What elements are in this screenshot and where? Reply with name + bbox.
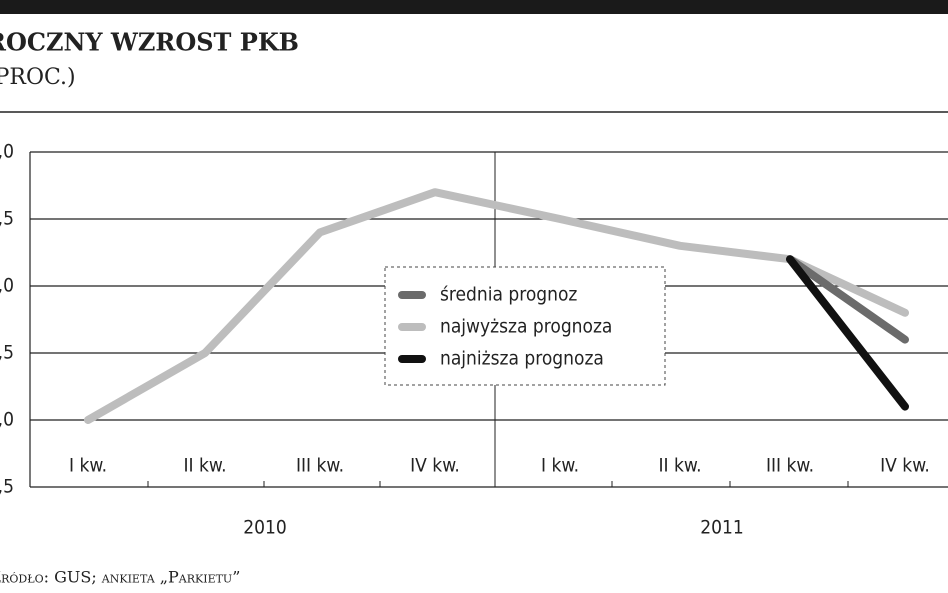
- chart-title: ROCZNY WZROST PKB: [0, 28, 299, 57]
- x-tick-label: III kw.: [766, 455, 814, 477]
- legend-label: najwyższa prognoza: [440, 316, 612, 338]
- series-line: [786, 255, 909, 344]
- legend-label: średnia prognoz: [440, 284, 577, 306]
- series-line: [786, 255, 909, 411]
- y-tick-label: 2,5: [0, 476, 14, 498]
- y-tick-label: 4,0: [0, 275, 14, 297]
- x-tick-label: II kw.: [183, 455, 226, 477]
- series-line: [84, 188, 909, 424]
- x-tick-label: II kw.: [658, 455, 701, 477]
- legend-label: najniższa prognoza: [440, 348, 604, 370]
- source: Źródło: GUS; ankieta „Parkietu”: [0, 567, 240, 587]
- y-tick-label: 3,0: [0, 409, 14, 431]
- x-tick-label: I kw.: [69, 455, 107, 477]
- chart-subtitle: (PROC.): [0, 65, 76, 90]
- y-tick-label: 5,0: [0, 141, 14, 163]
- x-group-label: 2011: [700, 517, 744, 539]
- x-tick-label: IV kw.: [410, 455, 460, 477]
- y-tick-label: 3,5: [0, 342, 14, 364]
- x-tick-label: III kw.: [296, 455, 344, 477]
- x-tick-label: IV kw.: [880, 455, 930, 477]
- x-tick-label: I kw.: [541, 455, 579, 477]
- legend-box: [384, 266, 666, 386]
- y-tick-label: 4,5: [0, 208, 14, 230]
- legend: średnia prognoz najwyższa prognoza najniżs…: [384, 266, 666, 386]
- x-group-label: 2010: [243, 517, 287, 539]
- top-bar: [0, 0, 948, 14]
